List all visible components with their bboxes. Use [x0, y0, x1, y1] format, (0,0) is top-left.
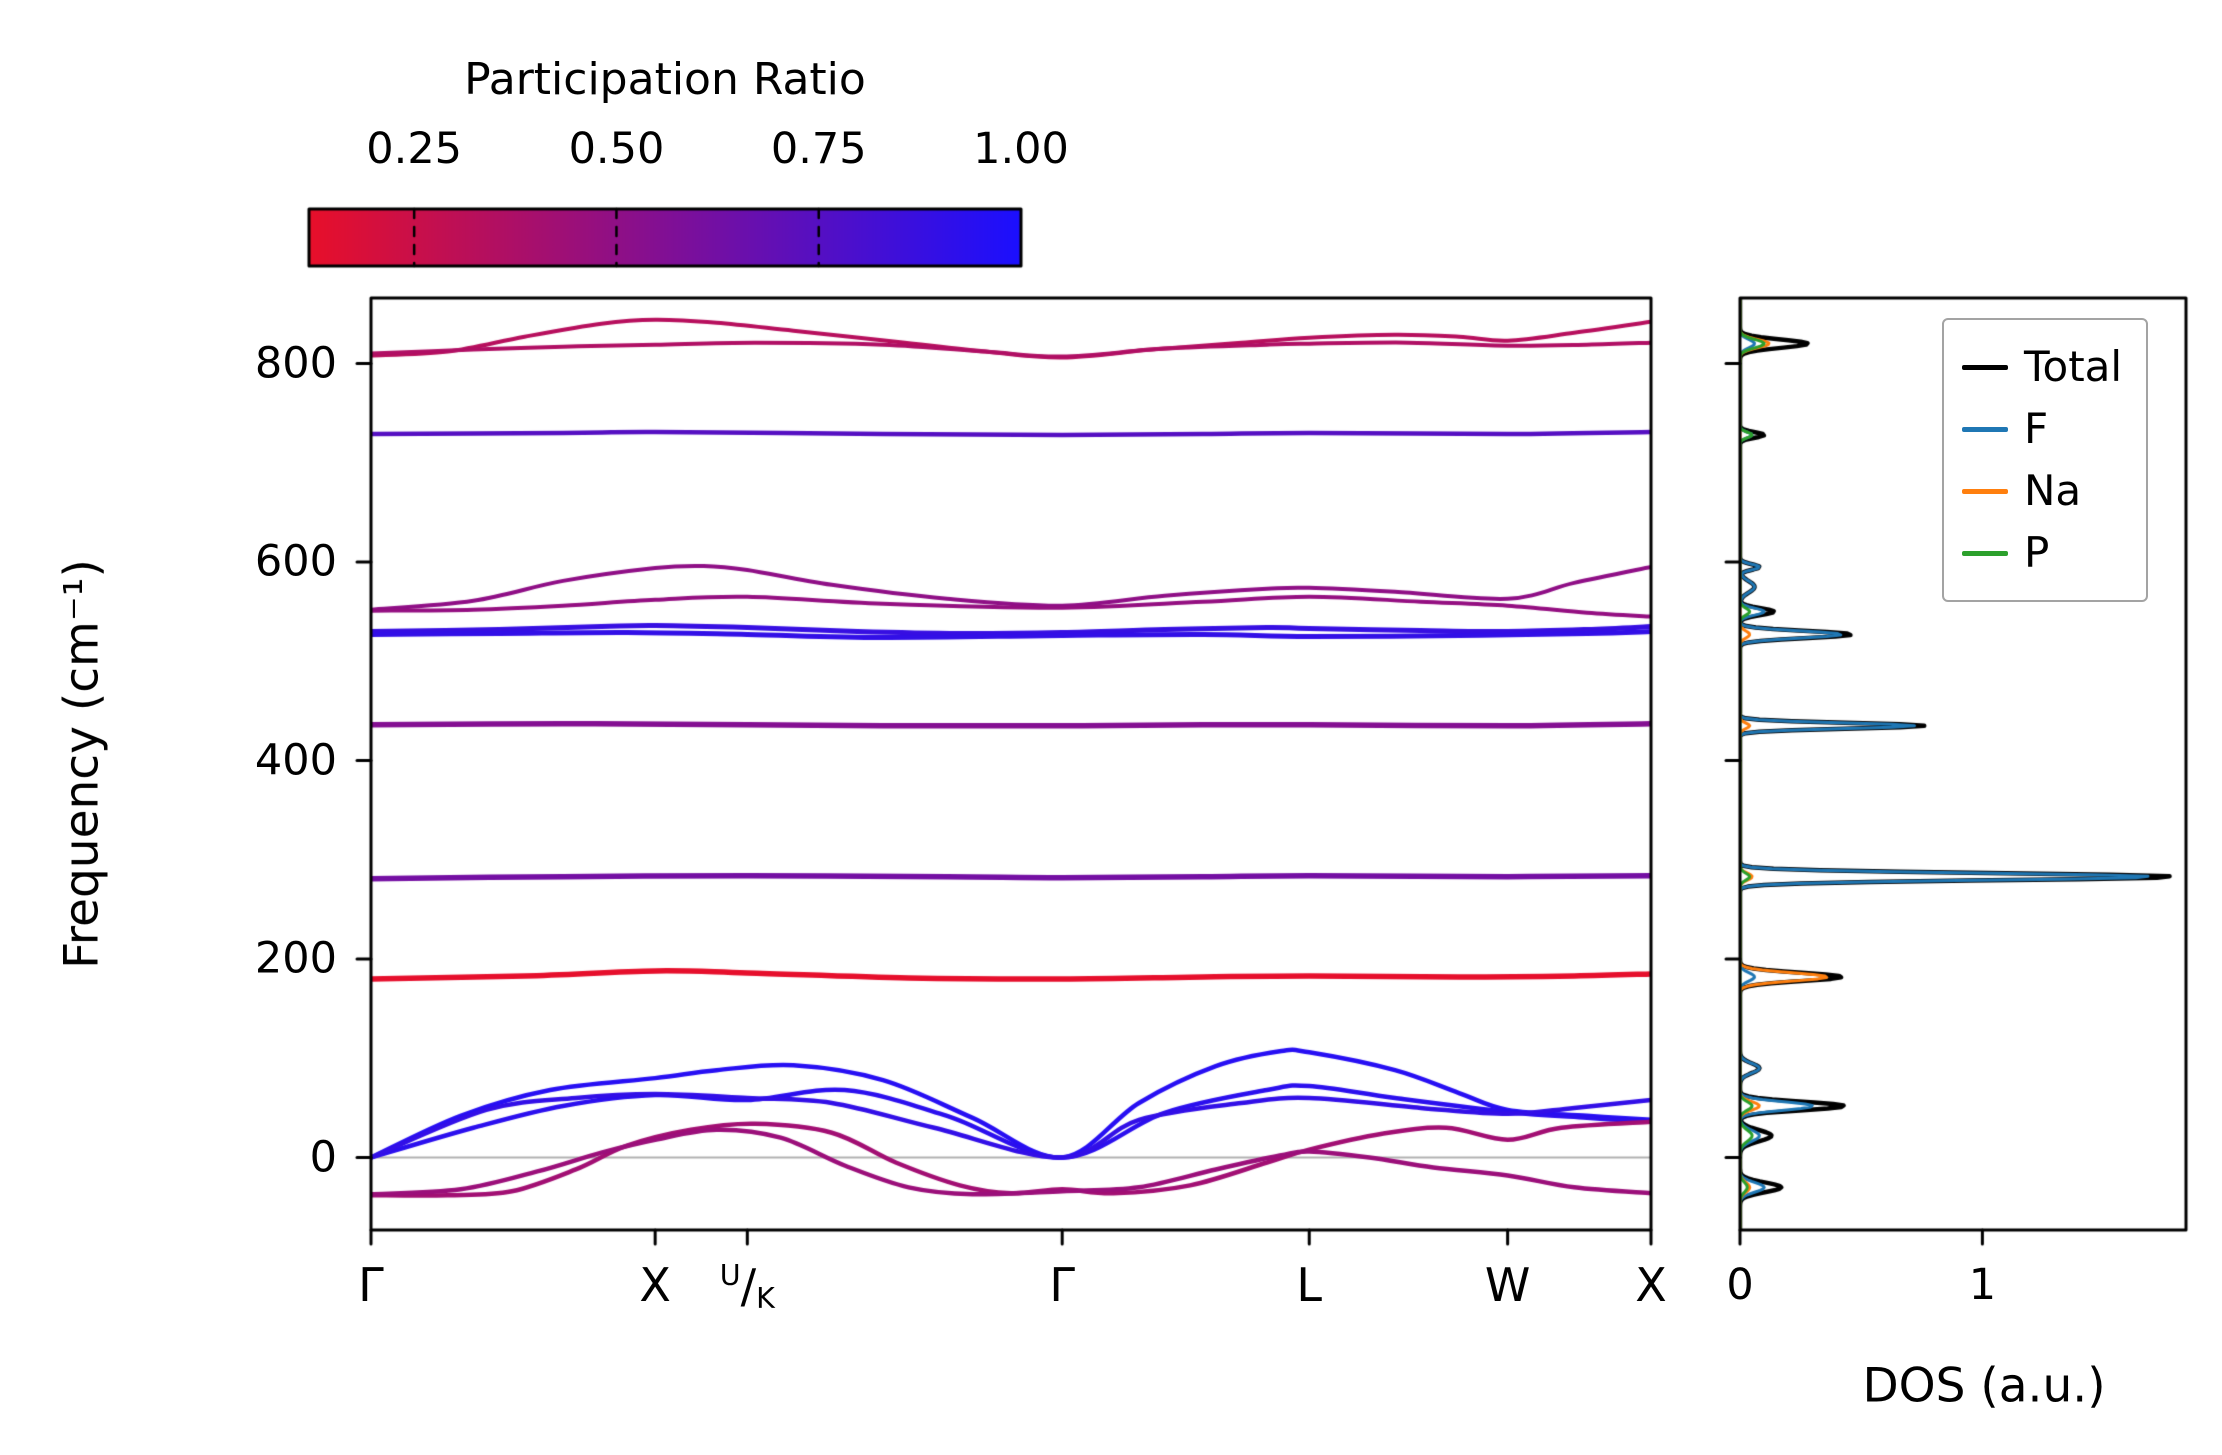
y-axis-tick-label: 200 — [254, 933, 337, 984]
k-point-label: X — [1635, 1258, 1667, 1312]
y-axis-tick-label: 800 — [254, 338, 337, 388]
legend-entry: P — [1962, 522, 2122, 584]
k-point-label-sup: U — [719, 1259, 741, 1292]
colorbar-tick-label: 1.00 — [973, 124, 1069, 174]
y-axis-tick-label: 600 — [254, 536, 337, 587]
legend-label: P — [2024, 528, 2050, 577]
legend-entry: Total — [1962, 336, 2122, 398]
legend-line-swatch — [1962, 550, 2008, 556]
colorbar-title: Participation Ratio — [464, 54, 866, 105]
k-point-label: U/K — [719, 1259, 775, 1315]
k-point-label: X — [639, 1258, 671, 1312]
k-point-label-slash: / — [740, 1259, 757, 1314]
k-point-label: Γ — [1049, 1258, 1076, 1312]
dos-x-tick-label: 1 — [1968, 1260, 1997, 1310]
dos-x-axis-label: DOS (a.u.) — [1862, 1358, 2106, 1414]
colorbar-tick-label: 0.75 — [770, 124, 867, 174]
y-axis-label: Frequency (cm⁻¹) — [54, 559, 110, 969]
legend-line-swatch — [1962, 364, 2008, 370]
y-axis-tick-label: 400 — [254, 735, 337, 786]
legend-entry: F — [1962, 398, 2122, 460]
k-point-label: Γ — [358, 1258, 384, 1312]
legend: Total F Na P — [1942, 318, 2149, 602]
legend-line-swatch — [1962, 488, 2008, 494]
colorbar-tick-label: 0.25 — [366, 124, 463, 174]
legend-label: Total — [2024, 342, 2123, 391]
legend-entry: Na — [1962, 460, 2122, 522]
legend-label: F — [2024, 404, 2049, 453]
legend-label: Na — [2024, 466, 2082, 515]
y-axis-tick-label: 0 — [309, 1132, 337, 1183]
legend-line-swatch — [1962, 426, 2008, 432]
dos-x-tick-label: 0 — [1726, 1260, 1754, 1310]
colorbar-tick-label: 0.50 — [568, 124, 665, 174]
k-point-label-sub: K — [756, 1281, 775, 1315]
k-point-label: W — [1484, 1258, 1531, 1312]
k-point-label: L — [1296, 1258, 1323, 1312]
